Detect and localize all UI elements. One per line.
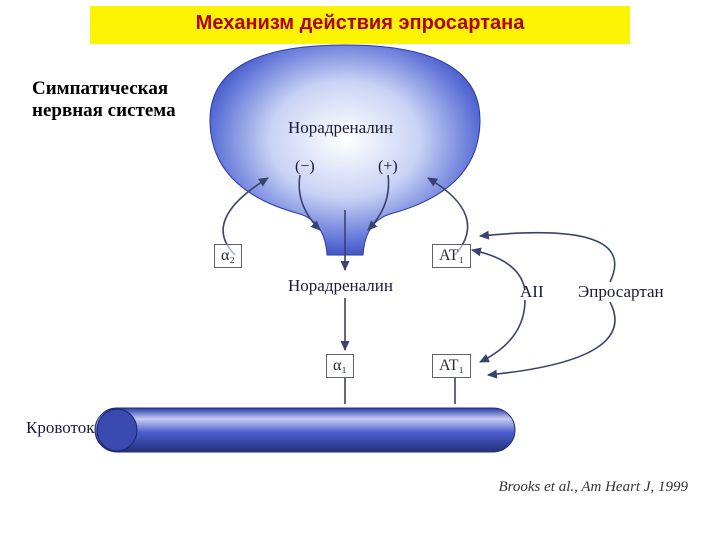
arrows (223, 175, 615, 404)
noradrenalin-top-label: Норадреналин (288, 118, 393, 138)
arrow-aii-to-at1top (472, 250, 525, 290)
noradrenalin-mid-label: Норадреналин (288, 276, 393, 296)
eprosartan-label: Эпросартан (578, 282, 664, 302)
sns-line1: Симпатическая (32, 78, 168, 99)
alpha1-receptor: α₁ (326, 354, 354, 378)
blood-vessel (95, 408, 515, 452)
arrow-epro-to-at1top (480, 233, 615, 282)
plus-label: (+) (378, 158, 398, 176)
sns-label: Симпатическая нервная система (32, 78, 176, 122)
minus-label: (−) (295, 158, 315, 176)
arrow-epro-to-at1bot (488, 302, 615, 375)
arrow-aii-to-at1bot (480, 300, 525, 362)
citation-text: Brooks et al., Am Heart J, 1999 (498, 479, 688, 496)
aii-label: AII (520, 282, 544, 302)
sns-line2: нервная система (32, 100, 176, 121)
at1-receptor-top: AT₁ (432, 244, 471, 268)
bloodflow-label: Кровоток (26, 418, 95, 438)
alpha2-receptor: α₂ (214, 244, 242, 268)
at1-receptor-bot: AT₁ (432, 354, 471, 378)
